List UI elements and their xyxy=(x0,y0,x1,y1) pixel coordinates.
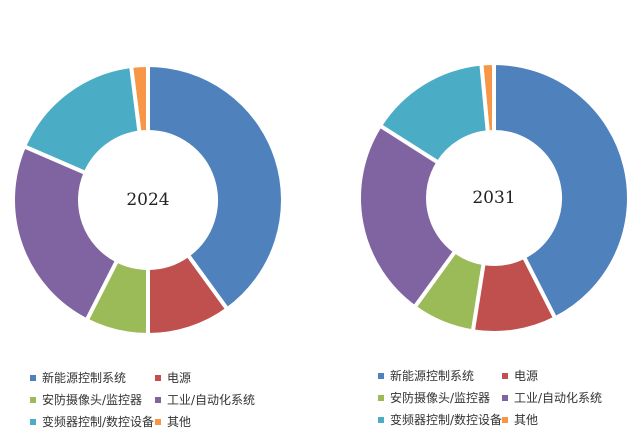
legend-item-3: 工业/自动化系统 xyxy=(155,391,255,408)
donut-slice-2024-4 xyxy=(21,63,142,176)
legend-swatch xyxy=(155,418,161,425)
legend-label: 其他 xyxy=(167,415,192,429)
legend-swatch xyxy=(30,396,36,403)
legend-item-0: 新能源控制系统 xyxy=(378,367,474,384)
donut-center-label-2024: 2024 xyxy=(126,190,169,210)
legend-swatch xyxy=(30,418,36,425)
donut-slice-2024-2 xyxy=(84,257,150,338)
donut-slice-2031-4 xyxy=(377,61,490,166)
legend-item-1: 电源 xyxy=(155,369,191,386)
legend-item-5: 其他 xyxy=(502,411,538,428)
donut-slice-2031-2 xyxy=(411,248,486,334)
legend-label: 新能源控制系统 xyxy=(390,369,475,383)
legend-label: 变频器控制/数控设备 xyxy=(390,413,503,427)
legend-swatch xyxy=(155,374,161,381)
legend-swatch xyxy=(502,394,508,401)
legend-label: 工业/自动化系统 xyxy=(167,393,256,407)
legend-label: 安防摄像头/监控器 xyxy=(42,393,143,407)
legend-swatch xyxy=(502,416,508,423)
donut-slice-2024-3 xyxy=(11,143,120,323)
legend-item-5: 其他 xyxy=(155,413,191,430)
legend-label: 其他 xyxy=(514,413,539,427)
donut-slice-2031-3 xyxy=(357,122,458,311)
legend-swatch xyxy=(502,372,508,379)
legend-swatch xyxy=(378,372,384,379)
legend-item-4: 变频器控制/数控设备 xyxy=(30,413,154,430)
donut-center-label-2031: 2031 xyxy=(472,188,515,208)
legend-label: 变频器控制/数控设备 xyxy=(42,415,155,429)
legend-swatch xyxy=(378,394,384,401)
legend-label: 电源 xyxy=(167,371,192,385)
legend-item-0: 新能源控制系统 xyxy=(30,369,126,386)
donut-chart-2031: 2031 xyxy=(357,60,631,335)
donut-slice-2024-0 xyxy=(146,62,285,313)
legend-swatch xyxy=(30,374,36,381)
donut-slice-2031-0 xyxy=(492,60,631,321)
donut-slice-2024-1 xyxy=(146,252,231,338)
legend-item-3: 工业/自动化系统 xyxy=(502,389,602,406)
legend-label: 安防摄像头/监控器 xyxy=(390,391,491,405)
donut-chart-2024: 2024 xyxy=(11,62,285,338)
donut-slice-2031-1 xyxy=(470,254,558,335)
legend-item-4: 变频器控制/数控设备 xyxy=(378,411,502,428)
legend-label: 新能源控制系统 xyxy=(42,371,127,385)
legend-label: 工业/自动化系统 xyxy=(514,391,603,405)
legend-item-2: 安防摄像头/监控器 xyxy=(378,389,490,406)
legend-item-2: 安防摄像头/监控器 xyxy=(30,391,142,408)
legend-item-1: 电源 xyxy=(502,367,538,384)
legend-swatch xyxy=(378,416,384,423)
legend-swatch xyxy=(155,396,161,403)
legend-label: 电源 xyxy=(514,369,539,383)
